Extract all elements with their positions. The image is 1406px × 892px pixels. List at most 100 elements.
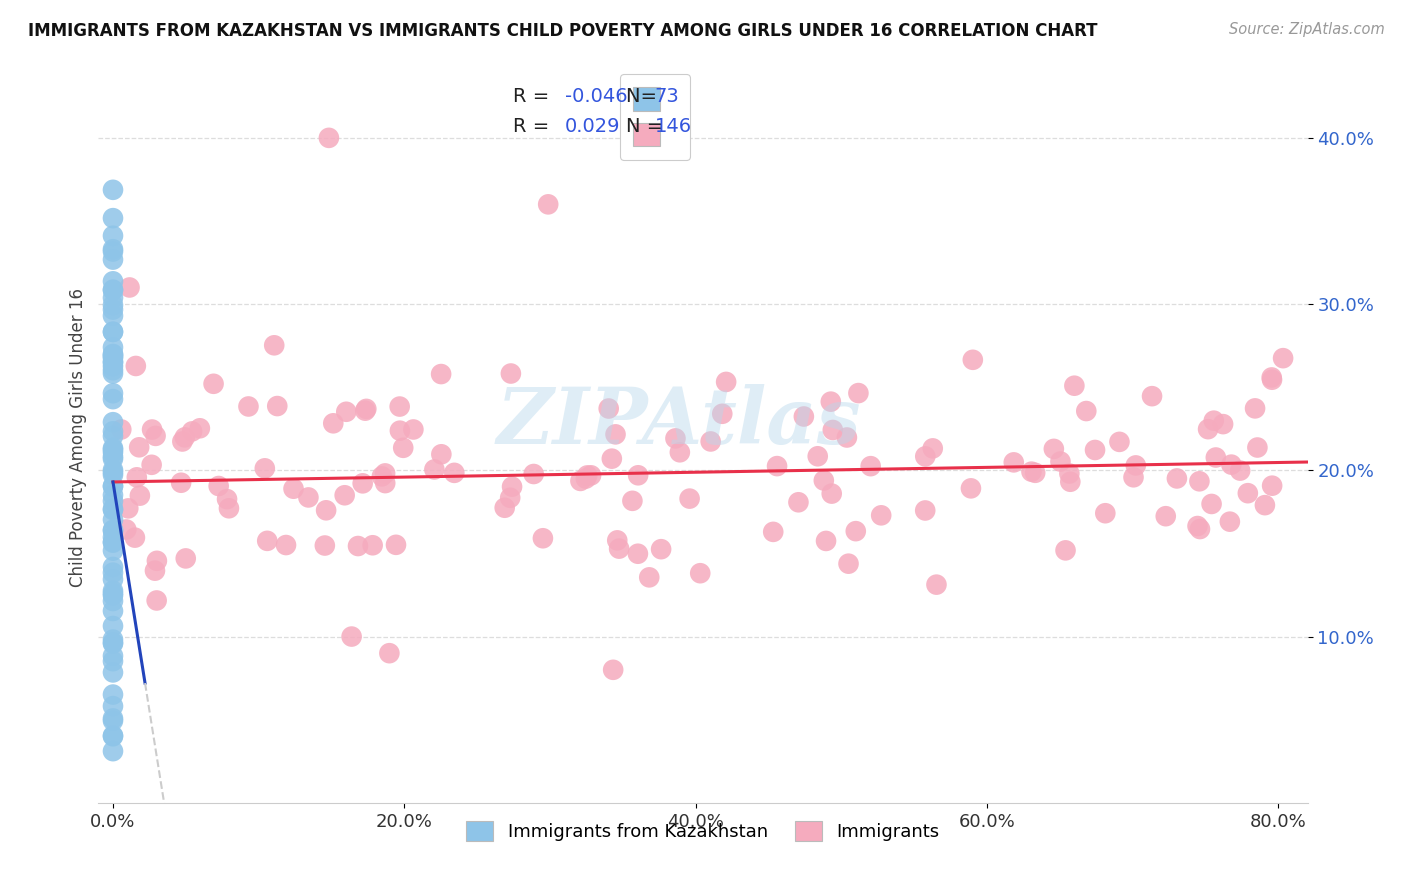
Point <box>602 663 624 677</box>
Point <box>101 729 124 743</box>
Point <box>101 635 124 649</box>
Point <box>101 451 124 466</box>
Point <box>128 489 150 503</box>
Point <box>256 533 278 548</box>
Point <box>501 480 523 494</box>
Point <box>1140 389 1163 403</box>
Point <box>101 535 124 549</box>
Text: 146: 146 <box>655 117 692 136</box>
Point <box>101 325 124 339</box>
Point <box>188 421 211 435</box>
Point <box>1254 498 1277 512</box>
Point <box>1212 417 1234 431</box>
Point <box>174 551 197 566</box>
Point <box>385 538 408 552</box>
Text: R =: R = <box>513 117 550 136</box>
Point <box>371 469 394 483</box>
Point <box>101 479 124 493</box>
Point <box>638 570 661 584</box>
Point <box>322 417 344 431</box>
Point <box>101 594 124 608</box>
Point <box>1246 441 1268 455</box>
Point <box>1197 422 1219 436</box>
Point <box>621 493 644 508</box>
Point <box>115 523 138 537</box>
Point <box>845 524 868 538</box>
Point <box>807 450 830 464</box>
Point <box>1205 450 1227 465</box>
Point <box>1187 519 1209 533</box>
Point <box>1024 466 1046 480</box>
Point <box>145 593 167 607</box>
Point <box>101 283 124 297</box>
Point <box>101 523 124 537</box>
Point <box>569 474 592 488</box>
Point <box>523 467 546 481</box>
Point <box>172 434 194 449</box>
Point <box>1229 464 1251 478</box>
Point <box>1059 467 1081 481</box>
Point <box>170 475 193 490</box>
Point <box>145 429 167 443</box>
Point <box>1261 373 1284 387</box>
Point <box>347 539 370 553</box>
Point <box>283 482 305 496</box>
Point <box>627 468 650 483</box>
Point <box>101 359 124 373</box>
Point <box>101 242 124 256</box>
Point <box>598 401 620 416</box>
Point <box>605 427 627 442</box>
Point <box>361 538 384 552</box>
Y-axis label: Child Poverty Among Girls Under 16: Child Poverty Among Girls Under 16 <box>69 287 87 587</box>
Point <box>141 423 163 437</box>
Point <box>101 744 124 758</box>
Point <box>128 440 150 454</box>
Point <box>499 367 522 381</box>
Point <box>101 348 124 362</box>
Point <box>600 451 623 466</box>
Point <box>870 508 893 523</box>
Point <box>699 434 721 449</box>
Point <box>1244 401 1267 416</box>
Point <box>253 461 276 475</box>
Point <box>101 488 124 502</box>
Point <box>374 467 396 481</box>
Point <box>101 573 124 587</box>
Point <box>1054 543 1077 558</box>
Point <box>101 566 124 580</box>
Point <box>274 538 297 552</box>
Point <box>352 476 374 491</box>
Point <box>714 375 737 389</box>
Point <box>354 403 377 417</box>
Point <box>101 340 124 354</box>
Point <box>297 491 319 505</box>
Point <box>1219 515 1241 529</box>
Point <box>627 547 650 561</box>
Point <box>101 302 124 317</box>
Point <box>208 479 231 493</box>
Point <box>202 376 225 391</box>
Point <box>1002 455 1025 469</box>
Point <box>101 415 124 429</box>
Point <box>1021 465 1043 479</box>
Point <box>962 352 984 367</box>
Point <box>101 442 124 457</box>
Point <box>101 465 124 479</box>
Point <box>101 636 124 650</box>
Point <box>689 566 711 581</box>
Point <box>101 274 124 288</box>
Point <box>838 557 860 571</box>
Text: 73: 73 <box>655 87 679 106</box>
Point <box>340 630 363 644</box>
Point <box>762 524 785 539</box>
Point <box>173 430 195 444</box>
Point <box>1272 351 1295 366</box>
Point <box>430 447 453 461</box>
Point <box>1166 471 1188 485</box>
Point <box>1220 458 1243 472</box>
Point <box>392 441 415 455</box>
Point <box>388 400 411 414</box>
Point <box>576 468 599 483</box>
Point <box>101 524 124 538</box>
Point <box>650 542 672 557</box>
